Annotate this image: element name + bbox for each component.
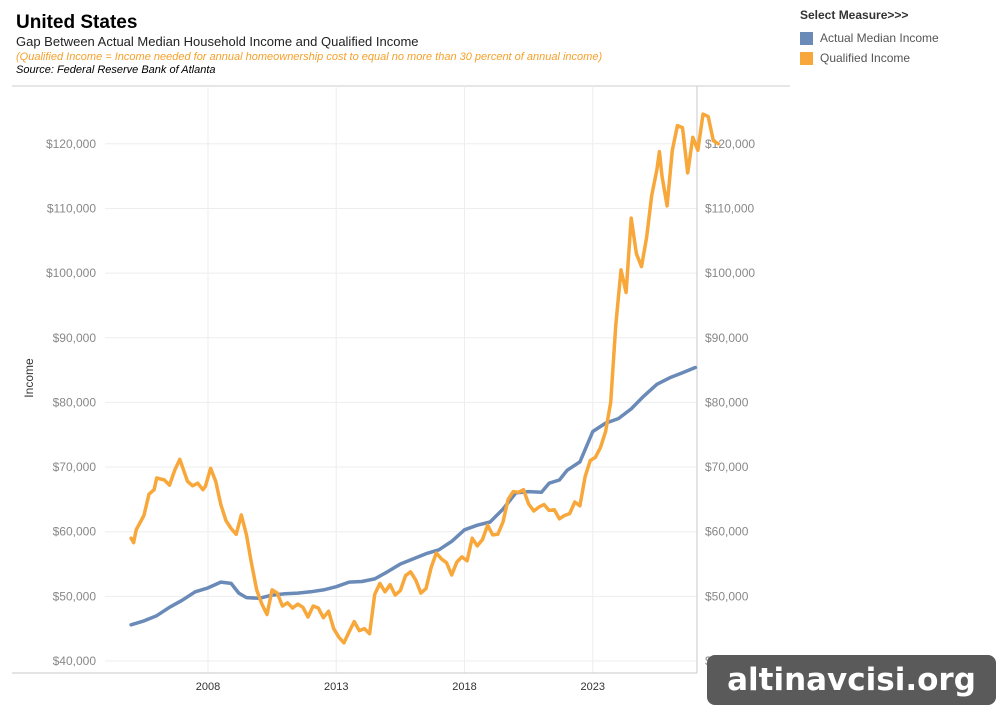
legend-swatch-actual [800, 31, 813, 45]
y-tick-label-right: $110,000 [705, 201, 754, 215]
page-title: United States [16, 12, 138, 33]
legend-swatch-qualified [800, 51, 813, 65]
legend-item-actual-median-income[interactable]: Actual Median Income [800, 28, 939, 48]
x-axis: 2008 2013 2018 2023 [196, 681, 605, 693]
y-tick-label-left: $100,000 [46, 266, 96, 280]
qualified-income-note: (Qualified Income = Income needed for an… [16, 51, 603, 63]
y-tick-label-left: $40,000 [53, 654, 97, 668]
x-tick-label: 2008 [196, 681, 220, 693]
y-axis-right: $40,000$50,000$60,000$70,000$80,000$90,0… [705, 137, 755, 668]
y-axis-left: $40,000 $50,000 $60,000 $70,000 $80,000 $90,0… [46, 137, 96, 668]
x-tick-label: 2018 [452, 681, 476, 693]
y-axis-label: Income [22, 358, 36, 398]
series-group [129, 112, 721, 645]
x-tick-label: 2023 [581, 681, 605, 693]
y-tick-label-left: $110,000 [47, 201, 96, 215]
y-tick-label-left: $90,000 [53, 331, 97, 345]
y-tick-label-right: $60,000 [705, 525, 749, 539]
y-tick-label-left: $50,000 [53, 589, 97, 603]
y-tick-label-right: $120,000 [705, 137, 755, 151]
y-tick-label-right: $50,000 [705, 589, 749, 603]
chart-subtitle: Gap Between Actual Median Household Inco… [16, 34, 419, 49]
source-text: Source: Federal Reserve Bank of Atlanta [16, 64, 216, 76]
legend-label-qualified: Qualified Income [820, 51, 911, 65]
y-tick-label-right: $70,000 [705, 460, 749, 474]
y-tick-label-right: $100,000 [705, 266, 755, 280]
y-tick-label-left: $120,000 [46, 137, 96, 151]
legend-item-qualified-income[interactable]: Qualified Income [800, 48, 939, 68]
y-tick-label-left: $80,000 [53, 395, 97, 409]
y-tick-label-left: $60,000 [53, 525, 97, 539]
actual-median-income-line [129, 365, 698, 627]
chart-header: United States Gap Between Actual Median … [16, 12, 602, 77]
x-tick-label: 2013 [324, 681, 348, 693]
watermark: altinavcisi.org [707, 655, 996, 705]
grid-lines [105, 86, 697, 673]
qualified-income-line [129, 112, 721, 645]
legend-title: Select Measure>>> [800, 8, 909, 22]
y-tick-label-left: $70,000 [53, 460, 97, 474]
legend-label-actual: Actual Median Income [820, 31, 939, 45]
measure-legend: Select Measure>>> Actual Median Income Q… [800, 8, 939, 68]
y-tick-label-right: $80,000 [705, 395, 749, 409]
y-tick-label-right: $90,000 [705, 331, 749, 345]
watermark-text: altinavcisi.org [727, 662, 976, 698]
